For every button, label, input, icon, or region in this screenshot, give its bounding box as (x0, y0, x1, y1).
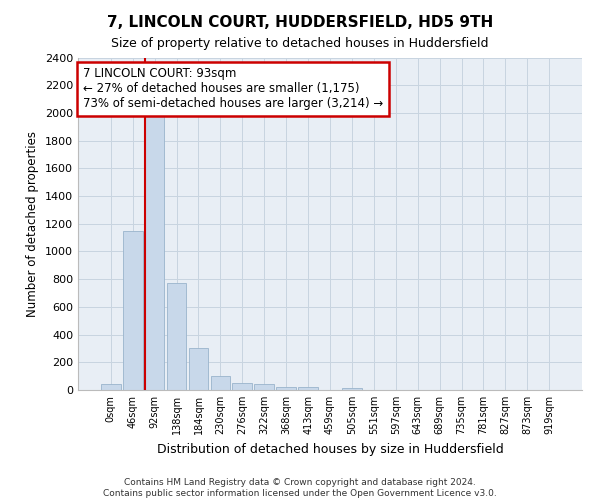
Bar (298, 387, 318, 390)
Bar (211, 376, 230, 390)
Bar (232, 383, 252, 390)
Text: 7, LINCOLN COURT, HUDDERSFIELD, HD5 9TH: 7, LINCOLN COURT, HUDDERSFIELD, HD5 9TH (107, 15, 493, 30)
Bar (342, 388, 362, 390)
Text: Size of property relative to detached houses in Huddersfield: Size of property relative to detached ho… (111, 38, 489, 51)
Bar (145, 116, 164, 390)
Bar (188, 348, 208, 390)
Text: 7 LINCOLN COURT: 93sqm
← 27% of detached houses are smaller (1,175)
73% of semi-: 7 LINCOLN COURT: 93sqm ← 27% of detached… (83, 68, 383, 110)
Bar (123, 230, 143, 390)
Y-axis label: Number of detached properties: Number of detached properties (26, 130, 40, 317)
Bar (276, 387, 296, 390)
Text: Contains HM Land Registry data © Crown copyright and database right 2024.
Contai: Contains HM Land Registry data © Crown c… (103, 478, 497, 498)
Bar (254, 384, 274, 390)
Bar (167, 282, 187, 390)
X-axis label: Distribution of detached houses by size in Huddersfield: Distribution of detached houses by size … (157, 442, 503, 456)
Bar (101, 384, 121, 390)
